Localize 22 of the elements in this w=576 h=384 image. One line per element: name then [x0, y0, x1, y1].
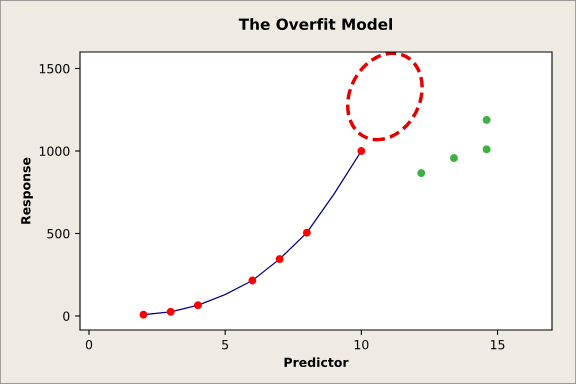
y-tick-label: 500 [47, 228, 70, 238]
point [166, 308, 175, 316]
point [194, 301, 202, 310]
point [482, 116, 491, 124]
point [302, 228, 311, 237]
y-axis-title: Response [21, 158, 33, 224]
point [357, 147, 366, 155]
point [276, 255, 284, 264]
y-tick-label: 1500 [40, 64, 70, 74]
y-tick-label: 1000 [40, 146, 70, 156]
chart-title: The Overfit Model [238, 18, 392, 30]
x-tick-label: 0 [86, 340, 92, 350]
point [140, 310, 148, 319]
x-tick-label: 5 [222, 340, 228, 350]
x-axis-title: Predictor [284, 357, 349, 368]
y-tick-label: 0 [63, 311, 70, 321]
point [450, 154, 458, 162]
point [248, 276, 256, 284]
x-tick-label: 10 [354, 340, 368, 350]
x-tick-label: 15 [490, 340, 504, 350]
point [482, 145, 491, 154]
point [417, 169, 426, 178]
